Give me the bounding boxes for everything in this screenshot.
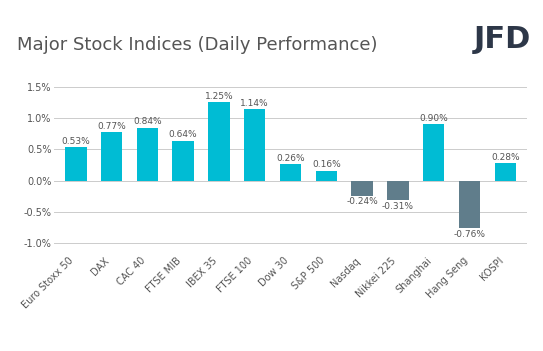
Text: 1.14%: 1.14%: [241, 99, 269, 108]
Text: -0.24%: -0.24%: [346, 197, 378, 206]
Text: 1.25%: 1.25%: [205, 92, 233, 101]
Text: 0.84%: 0.84%: [133, 118, 162, 126]
Bar: [137, 128, 158, 181]
Bar: [244, 109, 266, 181]
Bar: [280, 164, 301, 181]
Text: 0.64%: 0.64%: [169, 130, 198, 139]
Bar: [387, 181, 408, 200]
Text: 0.28%: 0.28%: [491, 153, 520, 161]
Text: -0.76%: -0.76%: [453, 230, 485, 239]
Text: 0.16%: 0.16%: [312, 160, 340, 169]
Text: 0.26%: 0.26%: [276, 154, 305, 163]
Text: 0.90%: 0.90%: [419, 114, 448, 122]
Bar: [315, 171, 337, 181]
Bar: [495, 163, 516, 181]
Text: Major Stock Indices (Daily Performance): Major Stock Indices (Daily Performance): [16, 37, 377, 54]
Bar: [208, 102, 230, 181]
Bar: [351, 181, 373, 196]
Text: JFD: JFD: [474, 25, 532, 54]
Text: -0.31%: -0.31%: [382, 201, 414, 211]
Text: 0.53%: 0.53%: [61, 137, 90, 146]
Bar: [101, 132, 122, 181]
Text: 0.77%: 0.77%: [97, 122, 126, 131]
Bar: [423, 124, 444, 181]
Bar: [173, 140, 194, 181]
Bar: [459, 181, 480, 228]
Bar: [65, 147, 86, 181]
